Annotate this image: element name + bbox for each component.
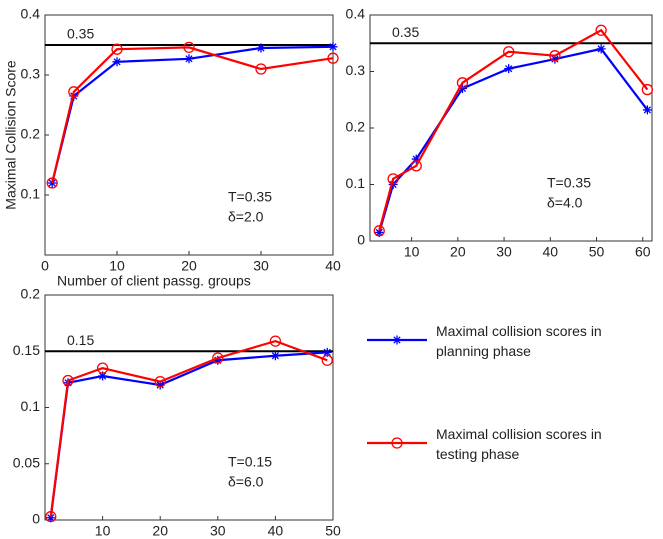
marker <box>269 335 282 347</box>
series-line <box>378 47 649 233</box>
marker <box>46 177 58 189</box>
marker <box>46 513 56 523</box>
marker <box>111 43 123 55</box>
y-tick-label: 0 <box>32 511 40 527</box>
x-tick-label: 10 <box>95 523 111 539</box>
x-tick-label: 50 <box>589 244 605 260</box>
y-tick-label: 0.1 <box>21 186 41 202</box>
annotation: δ=4.0 <box>547 195 583 211</box>
threshold-label: 0.35 <box>67 26 94 42</box>
y-tick-label: 0.3 <box>346 62 366 78</box>
marker <box>327 52 339 64</box>
legend-label: Maximal collision scores in testing phas… <box>436 426 602 462</box>
y-tick-label: 0.2 <box>346 119 366 135</box>
annotation: T=0.15 <box>228 454 272 470</box>
plot-frame <box>44 14 334 256</box>
x-tick-label: 20 <box>181 258 197 274</box>
marker <box>270 351 280 361</box>
series-line <box>51 46 334 184</box>
marker <box>256 43 266 53</box>
plot-frame <box>369 14 653 242</box>
marker <box>322 347 332 357</box>
x-tick-label: 30 <box>210 523 226 539</box>
y-tick-label: 0.3 <box>21 66 41 82</box>
marker <box>321 354 333 366</box>
marker <box>550 54 560 64</box>
annotation: δ=2.0 <box>228 209 264 225</box>
marker <box>549 50 561 62</box>
x-axis-label: Number of client passg. groups <box>57 273 251 289</box>
marker <box>392 335 402 345</box>
y-axis-label: Maximal Collision Score <box>3 60 19 210</box>
x-tick-label: 30 <box>496 244 512 260</box>
y-tick-label: 0 <box>357 232 365 248</box>
marker <box>213 355 223 365</box>
marker <box>391 437 403 449</box>
marker <box>112 57 122 67</box>
marker <box>45 510 57 523</box>
marker <box>641 83 654 96</box>
marker <box>328 42 338 52</box>
marker <box>68 86 80 98</box>
y-tick-label: 0.2 <box>21 286 41 302</box>
y-tick-label: 0.05 <box>13 454 40 470</box>
y-tick-label: 0.4 <box>346 6 366 22</box>
marker <box>255 63 267 75</box>
marker <box>154 375 166 388</box>
y-tick-label: 0.1 <box>21 398 41 414</box>
x-tick-label: 40 <box>543 244 559 260</box>
marker <box>503 46 515 58</box>
y-tick-label: 0.1 <box>346 175 366 191</box>
marker <box>374 228 384 238</box>
marker <box>183 41 195 54</box>
threshold-label: 0.15 <box>67 332 94 348</box>
x-tick-label: 20 <box>450 244 466 260</box>
x-tick-label: 40 <box>325 258 341 274</box>
marker <box>596 44 606 54</box>
y-tick-label: 0.15 <box>13 342 40 358</box>
threshold-label: 0.35 <box>392 24 419 40</box>
marker <box>184 54 194 64</box>
marker <box>62 374 74 387</box>
marker <box>504 64 514 74</box>
y-tick-label: 0.4 <box>21 6 41 22</box>
x-tick-label: 30 <box>253 258 269 274</box>
annotation: T=0.35 <box>547 175 591 191</box>
marker <box>155 380 165 390</box>
x-tick-label: 10 <box>109 258 125 274</box>
x-tick-label: 0 <box>41 258 49 274</box>
marker <box>411 154 421 164</box>
marker <box>387 173 399 185</box>
marker <box>456 77 469 89</box>
y-tick-label: 0.2 <box>21 126 41 142</box>
marker <box>388 180 398 189</box>
legend-label: Maximal collision scores in planning pha… <box>436 323 602 359</box>
annotation: δ=6.0 <box>228 474 264 490</box>
marker <box>410 160 422 172</box>
x-tick-label: 50 <box>325 523 341 539</box>
marker <box>373 225 385 237</box>
marker <box>96 362 109 374</box>
annotation: T=0.35 <box>228 189 272 205</box>
marker <box>98 371 108 381</box>
x-tick-label: 40 <box>268 523 284 539</box>
x-tick-label: 20 <box>152 523 168 539</box>
plot-frame <box>44 294 334 521</box>
marker <box>212 352 224 364</box>
x-tick-label: 10 <box>404 244 420 260</box>
marker <box>642 105 652 115</box>
series-line <box>49 339 328 517</box>
marker <box>595 24 607 36</box>
x-tick-label: 60 <box>635 244 651 260</box>
